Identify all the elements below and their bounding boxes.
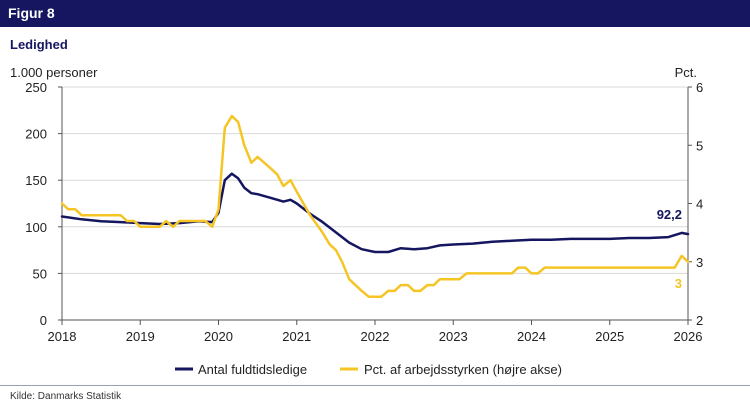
x-tick-label: 2023 [439,329,468,344]
y-right-axis-label: Pct. [675,65,697,80]
y-left-tick-label: 100 [25,220,47,235]
x-tick-label: 2021 [282,329,311,344]
figure-label: Figur 8 [8,5,55,21]
y-left-tick-label: 50 [33,266,47,281]
y-right-tick-label: 6 [696,80,703,95]
y-left-tick-label: 250 [25,80,47,95]
footer-divider [0,385,750,386]
x-tick-label: 2025 [595,329,624,344]
legend-label-ledige: Antal fuldtidsledige [198,362,307,377]
y-left-axis-label: 1.000 personer [10,65,98,80]
x-tick-label: 2022 [361,329,390,344]
y-left-tick-label: 150 [25,173,47,188]
y-left-tick-label: 200 [25,127,47,142]
x-tick-label: 2018 [48,329,77,344]
y-left-tick-label: 0 [40,313,47,328]
y-right-tick-label: 2 [696,313,703,328]
y-right-tick-label: 5 [696,138,703,153]
x-tick-label: 2026 [674,329,703,344]
x-tick-label: 2019 [126,329,155,344]
source-note: Kilde: Danmarks Statistik [10,391,122,402]
x-tick-label: 2024 [517,329,546,344]
chart-title: Ledighed [10,37,68,52]
series-line-2 [60,114,690,298]
y-right-tick-label: 4 [696,197,703,212]
legend-label-pct: Pct. af arbejdsstyrken (højre akse) [364,362,562,377]
y-right-tick-label: 3 [696,255,703,270]
end-label-pct: 3 [675,276,682,291]
figure-header: Figur 8 [0,0,750,27]
series-line-1 [60,172,690,254]
end-label-ledige: 92,2 [657,207,682,222]
x-tick-label: 2020 [204,329,233,344]
